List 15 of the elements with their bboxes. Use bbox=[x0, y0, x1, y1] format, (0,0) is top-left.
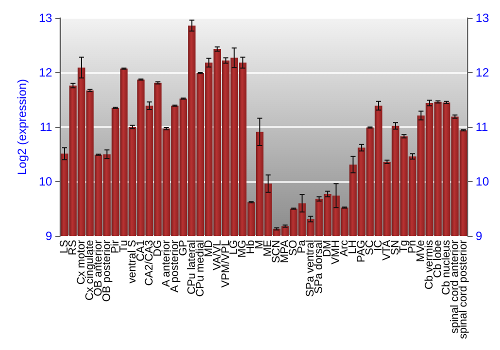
y-tick-label: 13 bbox=[38, 11, 53, 25]
y2-tick-label: 12 bbox=[476, 65, 490, 80]
y2-tick-label: 11 bbox=[476, 120, 488, 134]
y2-tick-label: 9 bbox=[476, 228, 483, 243]
y-tick-label: 11 bbox=[40, 120, 53, 134]
x-tick-label: spinal cord posterior bbox=[457, 240, 470, 340]
y-tick-label: 10 bbox=[38, 174, 53, 188]
y2-tick-label: 10 bbox=[476, 174, 490, 188]
x-tick-label: A posterior bbox=[168, 240, 181, 293]
y2-tick-label: 13 bbox=[476, 11, 490, 25]
y-tick-label: 9 bbox=[46, 228, 53, 243]
y-axis-title: Log2 (expression) bbox=[15, 78, 29, 176]
y-tick-label: 12 bbox=[38, 65, 53, 80]
x-tick-label: Tg bbox=[398, 240, 410, 253]
x-tick-label: OB posterior bbox=[100, 240, 113, 302]
